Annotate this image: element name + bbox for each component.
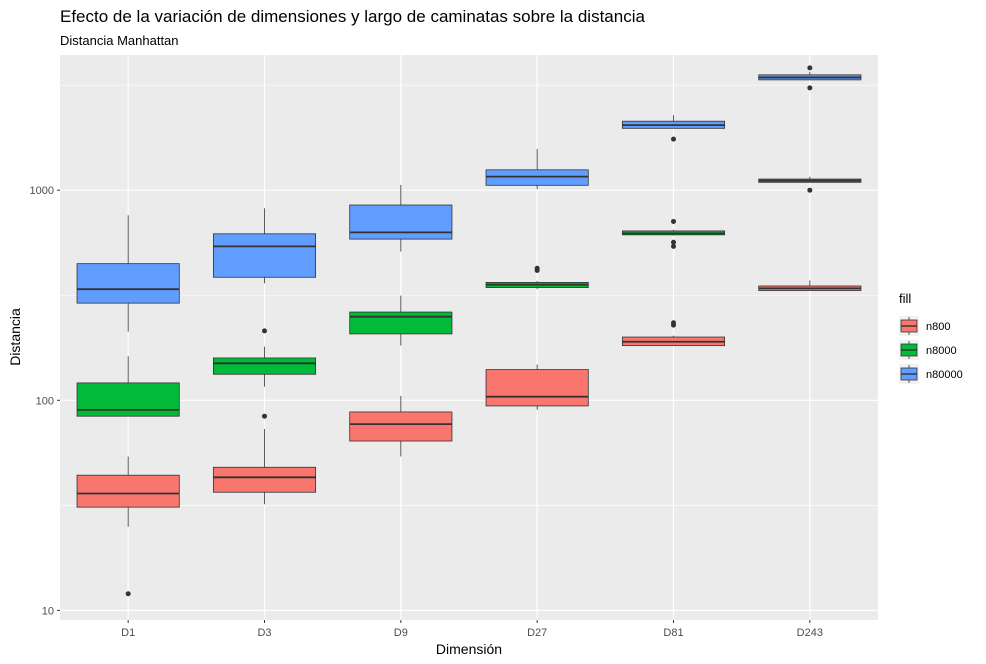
- x-tick-label: D9: [394, 627, 408, 639]
- box-n800-D81: [621, 320, 726, 347]
- legend-label: n800: [926, 321, 950, 333]
- box-iqr: [485, 169, 589, 186]
- box-iqr: [76, 263, 180, 304]
- box-n80000-D243: [758, 65, 862, 91]
- legend-key-n80000: [899, 364, 919, 384]
- outlier-point: [125, 591, 131, 597]
- outlier-point: [534, 265, 540, 271]
- box-n80000-D3: [212, 208, 317, 284]
- outlier-point: [807, 65, 813, 71]
- box-iqr: [349, 411, 453, 442]
- outlier-point: [262, 413, 267, 419]
- legend-key-n8000: [899, 340, 919, 360]
- legend-label: n8000: [926, 345, 957, 357]
- box-n8000-D27: [485, 265, 589, 290]
- y-axis-title: Distancia: [7, 308, 23, 366]
- box-n8000-D9: [349, 295, 453, 346]
- y-tick-label: 1000: [30, 185, 54, 197]
- outlier-point: [671, 239, 676, 245]
- boxplots: [76, 65, 862, 597]
- outlier-point: [262, 328, 267, 334]
- box-iqr: [485, 369, 589, 407]
- x-tick-label: D1: [121, 627, 135, 639]
- y-tick-label: 100: [36, 395, 54, 407]
- box-n8000-D243: [758, 176, 862, 193]
- outlier-point: [671, 320, 676, 326]
- outlier-point: [807, 187, 813, 193]
- legend: fill n800 n8000 n80000: [899, 291, 963, 384]
- x-axis-title: Dimensión: [436, 641, 502, 657]
- box-iqr: [212, 233, 317, 278]
- box-n800-D9: [349, 395, 453, 457]
- box-iqr: [212, 357, 317, 375]
- box-iqr: [76, 474, 180, 508]
- box-n80000-D27: [485, 149, 589, 190]
- box-n8000-D81: [621, 218, 726, 249]
- y-axis: 10 100 1000: [30, 185, 60, 617]
- plot-panel: [60, 55, 878, 620]
- outlier-point: [671, 136, 676, 142]
- y-tick-label: 10: [42, 605, 54, 617]
- outlier-point: [807, 85, 813, 91]
- box-n8000-D1: [76, 356, 180, 417]
- box-n8000-D3: [212, 328, 317, 387]
- box-n800-D3: [212, 413, 317, 505]
- box-iqr: [349, 204, 453, 240]
- box-iqr: [212, 466, 317, 493]
- outlier-point: [671, 243, 676, 249]
- box-n800-D243: [758, 280, 862, 291]
- box-n800-D27: [485, 364, 589, 410]
- box-n800-D1: [76, 456, 180, 597]
- legend-title: fill: [899, 291, 911, 306]
- legend-key-n800: [899, 316, 919, 336]
- box-n80000-D9: [349, 184, 453, 252]
- outlier-point: [671, 218, 676, 224]
- box-iqr: [76, 382, 180, 417]
- box-n80000-D1: [76, 215, 180, 332]
- x-tick-label: D81: [663, 627, 683, 639]
- x-tick-label: D27: [527, 627, 547, 639]
- x-axis: D1 D3 D9 D27 D81 D243: [121, 620, 823, 639]
- chart-title: Efecto de la variación de dimensiones y …: [60, 7, 645, 26]
- x-tick-label: D3: [257, 627, 271, 639]
- chart-subtitle: Distancia Manhattan: [60, 33, 179, 48]
- x-tick-label: D243: [797, 627, 823, 639]
- legend-label: n80000: [926, 369, 963, 381]
- box-iqr: [349, 311, 453, 335]
- box-n80000-D81: [621, 114, 726, 142]
